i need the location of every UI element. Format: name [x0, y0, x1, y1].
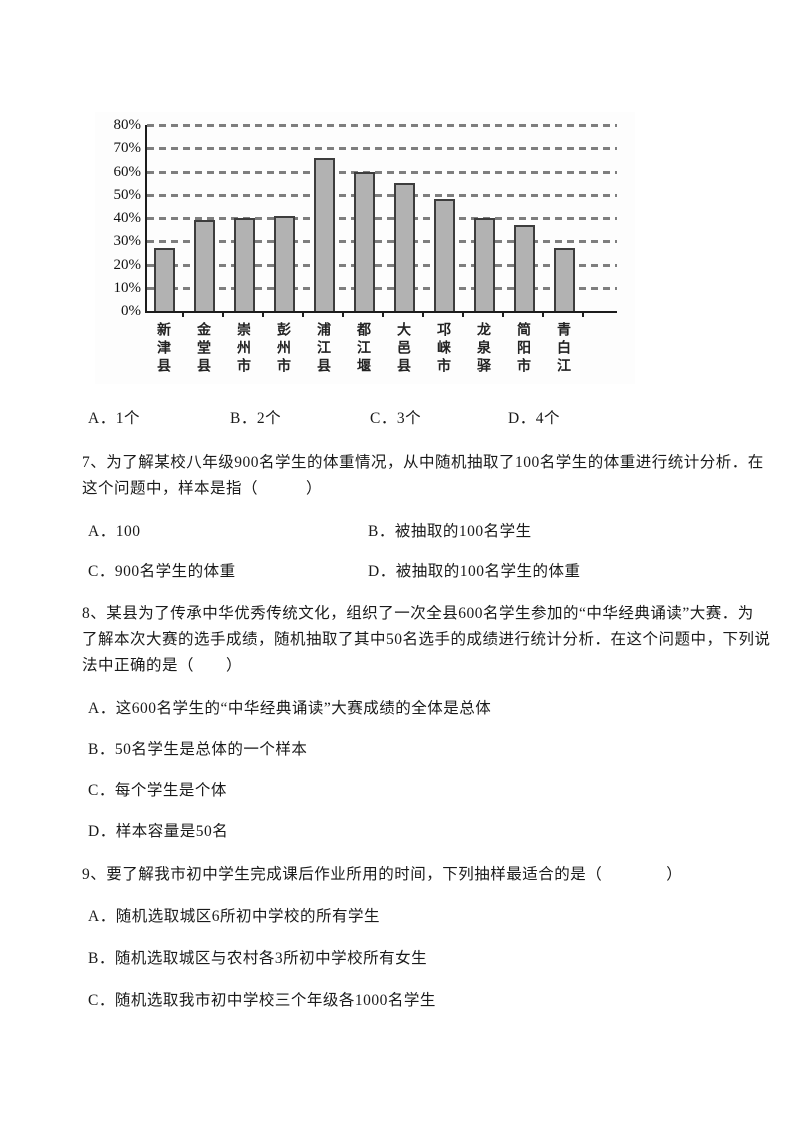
x-axis-label: 金堂县	[195, 322, 210, 376]
q7-option-c: C．900名学生的体重	[88, 563, 236, 580]
bar	[553, 248, 575, 311]
q8-text-line2: 了解本次大赛的选手成绩，随机抽取了其中50名选手的成绩进行统计分析．在这个问题中…	[82, 631, 771, 648]
gridline	[147, 170, 617, 174]
axis-tick	[342, 313, 344, 317]
gridline	[147, 147, 617, 151]
chart-plot-area	[145, 124, 617, 313]
bar	[233, 218, 255, 311]
axis-tick	[182, 313, 184, 317]
axis-tick	[262, 313, 264, 317]
y-axis-label: 10%	[113, 279, 142, 296]
gridline	[147, 193, 617, 197]
y-axis-label: 0%	[121, 303, 141, 319]
gridline	[147, 263, 617, 267]
x-axis-label: 龙泉驿	[475, 322, 490, 376]
q8-text-line1: 8、某县为了传承中华优秀传统文化，组织了一次全县600名学生参加的“中华经典诵读…	[82, 605, 754, 622]
axis-tick	[302, 313, 304, 317]
x-axis-label: 都江堰	[355, 322, 370, 376]
y-axis-label: 50%	[113, 186, 142, 203]
bar	[273, 215, 295, 311]
axis-tick	[582, 313, 584, 317]
y-axis-label: 40%	[113, 210, 142, 226]
bar	[193, 220, 215, 311]
q8-option-c: C．每个学生是个体	[88, 782, 227, 799]
x-axis-label: 浦江县	[315, 322, 330, 376]
axis-tick	[222, 313, 224, 317]
q6-option-a: A．1个	[88, 410, 140, 427]
y-axis-label: 60%	[113, 163, 142, 180]
q6-option-b: B．2个	[230, 410, 282, 427]
bar	[153, 248, 175, 311]
x-axis-label: 崇州市	[235, 322, 250, 376]
q9-option-a: A．随机选取城区6所初中学校的所有学生	[88, 908, 380, 925]
q6-option-c: C．3个	[370, 410, 422, 427]
x-axis-label: 彭州市	[275, 322, 290, 376]
bar	[313, 157, 335, 311]
axis-tick	[462, 313, 464, 317]
q9-option-c: C．随机选取我市初中学校三个年级各1000名学生	[88, 992, 436, 1009]
q7-option-a: A．100	[88, 523, 141, 540]
q7-option-d: D．被抽取的100名学生的体重	[368, 563, 581, 580]
x-axis-label: 青白江	[555, 322, 570, 376]
axis-tick	[422, 313, 424, 317]
q7-text-line2: 这个问题中，样本是指（ ）	[82, 480, 323, 497]
q7-option-b: B．被抽取的100名学生	[368, 523, 532, 540]
gridline	[147, 217, 617, 220]
bar	[513, 224, 535, 311]
axis-tick	[502, 313, 504, 317]
y-axis-label: 70%	[113, 140, 142, 157]
q6-option-d: D．4个	[508, 410, 560, 427]
q7-text-line1: 7、为了解某校八年级900名学生的体重情况，从中随机抽取了100名学生的体重进行…	[82, 454, 764, 471]
q8-option-a: A．这600名学生的“中华经典诵读”大赛成绩的全体是总体	[88, 700, 492, 717]
bar	[353, 171, 375, 311]
q8-option-b: B．50名学生是总体的一个样本	[88, 741, 308, 758]
bar	[473, 218, 495, 311]
q8-option-d: D．样本容量是50名	[88, 823, 229, 840]
bar	[393, 183, 415, 311]
q8-text-line3: 法中正确的是（ ）	[82, 657, 243, 674]
x-axis-label: 简阳市	[515, 322, 530, 376]
bar-chart: 80% 70% 60% 50% 40% 30% 20% 10% 0% 新津县 金堂县 崇州市 彭州市 浦…	[95, 112, 635, 384]
axis-tick	[542, 313, 544, 317]
gridline	[147, 240, 617, 244]
bar	[433, 199, 455, 311]
y-axis-label: 80%	[113, 117, 142, 133]
q9-option-b: B．随机选取城区与农村各3所初中学校所有女生	[88, 950, 428, 967]
gridline	[147, 124, 617, 127]
q9-text-line1: 9、要了解我市初中学生完成课后作业所用的时间，下列抽样最适合的是（ ）	[82, 866, 683, 883]
gridline	[147, 286, 617, 290]
y-axis-label: 30%	[113, 233, 142, 250]
x-axis-label: 大邑县	[395, 322, 410, 376]
x-axis-label: 邛崃市	[435, 322, 450, 376]
x-axis-label: 新津县	[155, 322, 170, 376]
axis-tick	[382, 313, 384, 317]
y-axis-label: 20%	[113, 256, 142, 273]
